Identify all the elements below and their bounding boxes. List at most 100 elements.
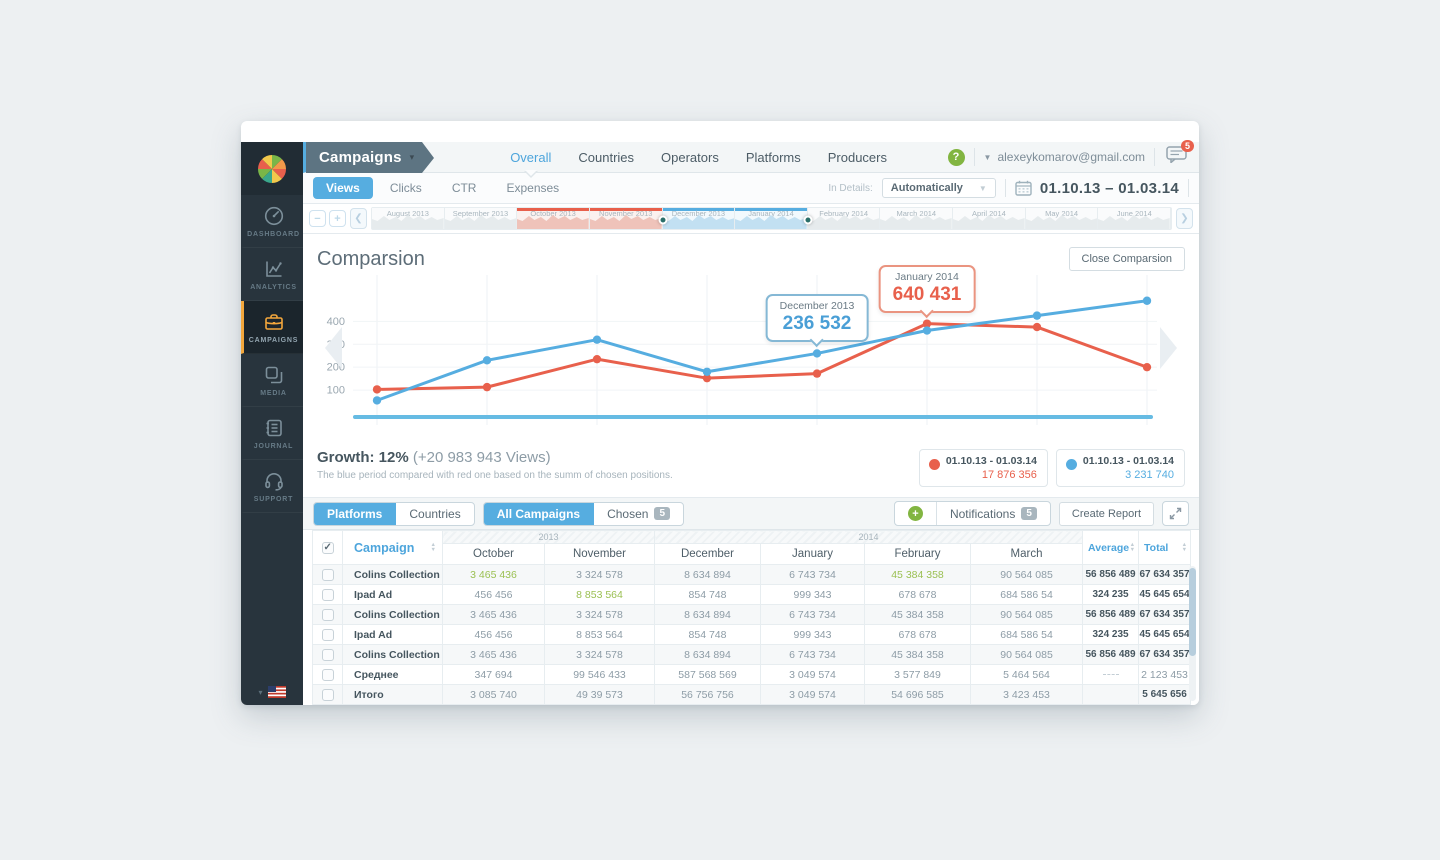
sidebar-item-label: CAMPAIGNS: [248, 336, 299, 344]
column-march[interactable]: March: [969, 543, 1084, 565]
sidebar-item-analytics[interactable]: ANALYTICS: [241, 248, 303, 301]
create-report-button[interactable]: Create Report: [1058, 501, 1154, 526]
app-logo[interactable]: [241, 142, 303, 195]
timeline-month[interactable]: March 2014: [880, 208, 954, 229]
chart-next-arrow[interactable]: [1160, 327, 1177, 369]
cell-value: 684 586 54: [969, 584, 1084, 605]
blue-data-point: [922, 326, 932, 335]
messages-button[interactable]: 5: [1166, 140, 1194, 168]
row-checkbox[interactable]: [321, 668, 334, 681]
tab-expenses[interactable]: Expenses: [506, 181, 560, 195]
sort-icon[interactable]: ▲ ▼: [1129, 541, 1136, 553]
scrollbar-thumb[interactable]: [1189, 568, 1196, 656]
row-checkbox-cell: [312, 664, 343, 685]
nav-item-platforms[interactable]: Platforms: [745, 149, 801, 165]
sidebar-item-media[interactable]: MEDIA: [241, 354, 303, 407]
timeline-month[interactable]: April 2014: [953, 208, 1026, 229]
nav-item-operators[interactable]: Operators: [661, 149, 719, 165]
toggle-chosen[interactable]: Chosen 5: [594, 503, 683, 525]
help-icon[interactable]: ?: [947, 148, 965, 166]
timeline-zoom-in-button[interactable]: +: [329, 210, 346, 227]
row-checkbox[interactable]: [321, 568, 334, 581]
comparison-chart: 100 200 300 400 December 2013 236 532 January …: [317, 264, 1185, 443]
calendar-icon: [1015, 180, 1032, 196]
tab-views[interactable]: Views: [313, 177, 373, 199]
plus-icon: +: [907, 506, 923, 521]
tab-clicks[interactable]: Clicks: [389, 181, 422, 195]
timeline-prev-button[interactable]: ❮: [350, 208, 367, 229]
column-october[interactable]: October: [442, 543, 545, 565]
toggle-all-campaigns[interactable]: All Campaigns: [483, 502, 595, 525]
timeline-zoom-out-button[interactable]: −: [309, 210, 326, 227]
campaign-name[interactable]: Colins Collection: [342, 644, 443, 665]
row-checkbox[interactable]: [321, 688, 334, 701]
sort-icon[interactable]: ▲ ▼: [1181, 541, 1188, 553]
timeline-month[interactable]: November 2013: [589, 208, 663, 229]
dashboard-icon: [263, 205, 285, 227]
timeline-month[interactable]: May 2014: [1025, 208, 1099, 229]
column-february[interactable]: February: [864, 543, 971, 565]
sidebar-item-support[interactable]: SUPPORT: [241, 460, 303, 513]
add-notification-button[interactable]: +: [895, 502, 937, 525]
chart-legend: 01.10.13 - 01.03.14 17 876 356 01.10.13 - …: [918, 449, 1185, 487]
timeline-month[interactable]: August 2013: [372, 208, 445, 229]
campaign-name[interactable]: Colins Collection: [342, 564, 443, 585]
cell-value: 3 465 436: [442, 644, 545, 665]
divider: [1004, 179, 1006, 197]
column-campaign[interactable]: Campaign ▲ ▼: [342, 530, 443, 565]
timeline-month[interactable]: October 2013: [517, 208, 590, 229]
cell-value: 90 564 085: [969, 644, 1084, 665]
legend-value: 3 231 740: [1125, 469, 1174, 481]
timeline-next-button[interactable]: ❯: [1176, 208, 1193, 229]
campaign-name[interactable]: Ipad Ad: [342, 624, 443, 645]
row-checkbox[interactable]: [321, 648, 334, 661]
comparison-section: Comparsion Close Comparsion 100 200 300 400…: [303, 234, 1199, 498]
notifications-button[interactable]: Notifications 5: [937, 502, 1050, 525]
cell-value: 6 743 734: [760, 644, 865, 665]
campaign-name[interactable]: Среднее: [342, 664, 443, 685]
row-checkbox[interactable]: [321, 608, 334, 621]
support-icon: [263, 470, 285, 492]
column-average[interactable]: Average ▲ ▼: [1082, 530, 1140, 565]
select-all-checkbox[interactable]: [321, 541, 334, 554]
language-selector[interactable]: ▾: [241, 686, 303, 698]
sidebar-item-campaigns[interactable]: CAMPAIGNS: [241, 301, 303, 354]
campaign-name[interactable]: Colins Collection: [342, 604, 443, 625]
table-scrollbar[interactable]: [1189, 566, 1196, 701]
column-total[interactable]: Total ▲ ▼: [1138, 530, 1192, 565]
nav-item-producers[interactable]: Producers: [827, 149, 887, 165]
expand-button[interactable]: [1162, 501, 1189, 526]
timeline-month[interactable]: June 2014: [1098, 208, 1172, 229]
timeline-month[interactable]: September 2013: [444, 208, 518, 229]
timeline-month[interactable]: December 2013: [662, 208, 736, 229]
in-details-select[interactable]: Automatically ▼: [881, 178, 996, 198]
column-december[interactable]: December: [654, 543, 761, 565]
section-title-banner[interactable]: Campaigns ▾: [306, 141, 435, 173]
timeline-month[interactable]: February 2014: [807, 208, 881, 229]
date-range-picker[interactable]: 01.10.13 – 01.03.14: [1015, 180, 1179, 197]
toggle-platforms[interactable]: Platforms: [314, 502, 397, 525]
column-january[interactable]: January: [760, 543, 865, 565]
row-checkbox[interactable]: [321, 588, 334, 601]
sidebar-item-journal[interactable]: JOURNAL: [241, 407, 303, 460]
tab-ctr[interactable]: CTR: [451, 181, 477, 195]
nav-item-countries[interactable]: Countries: [578, 149, 635, 165]
toggle-countries[interactable]: Countries: [409, 506, 461, 521]
sidebar-item-dashboard[interactable]: DASHBOARD: [241, 195, 303, 248]
campaign-name[interactable]: Ipad Ad: [342, 584, 443, 605]
timeline-month[interactable]: January 2014: [735, 208, 808, 229]
sidebar: DASHBOARD ANALYTICS CAMPAIGNS MEDIA JOURNAL S…: [241, 142, 303, 705]
column-november[interactable]: November: [544, 543, 655, 565]
nav-item-overall[interactable]: Overall: [510, 149, 552, 178]
campaign-name[interactable]: Итого: [342, 684, 443, 705]
row-checkbox[interactable]: [321, 628, 334, 641]
timeline-handle[interactable]: [658, 215, 668, 225]
user-menu[interactable]: ▼ alexeykomarov@gmail.com: [984, 150, 1145, 164]
sidebar-item-label: MEDIA: [260, 389, 287, 397]
close-comparison-button[interactable]: Close Comparsion: [1068, 247, 1185, 271]
metric-tabs: Views Clicks CTR Expenses: [313, 177, 572, 199]
chart-prev-arrow[interactable]: [325, 327, 342, 369]
sort-icon[interactable]: ▲ ▼: [430, 541, 436, 553]
timeline-handle[interactable]: [803, 215, 813, 225]
